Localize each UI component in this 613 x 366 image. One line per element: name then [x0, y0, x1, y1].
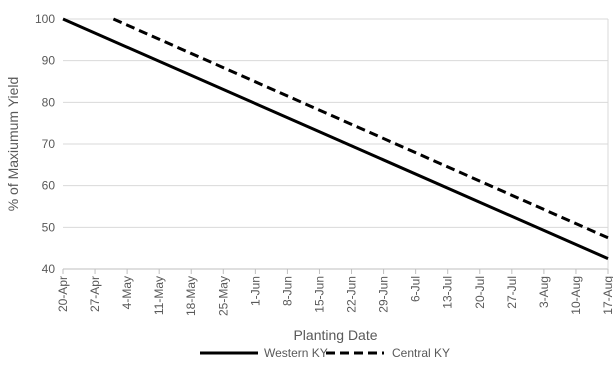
y-tick-label-70: 70	[42, 137, 56, 151]
y-tick-label-60: 60	[42, 179, 56, 193]
y-tick-label-90: 90	[42, 54, 56, 68]
x-tick-label-10-Aug: 10-Aug	[569, 276, 583, 315]
series-line-central-ky	[113, 19, 608, 238]
x-tick-label-22-Jun: 22-Jun	[345, 276, 359, 313]
y-tick-label-40: 40	[42, 262, 56, 276]
x-tick-label-6-Jul: 6-Jul	[409, 276, 423, 302]
x-tick-label-25-May: 25-May	[216, 276, 230, 316]
x-tick-label-17-Aug: 17-Aug	[601, 276, 613, 315]
y-tick-label-50: 50	[42, 220, 56, 234]
x-tick-label-4-May: 4-May	[120, 276, 134, 309]
legend-label-western-ky: Western KY	[264, 346, 328, 360]
x-tick-label-27-Jul: 27-Jul	[505, 276, 519, 309]
x-tick-label-18-May: 18-May	[184, 276, 198, 316]
x-tick-label-20-Jul: 20-Jul	[473, 276, 487, 309]
y-axis-title: % of Maxiumum Yield	[5, 77, 21, 212]
x-tick-label-15-Jun: 15-Jun	[312, 276, 326, 313]
x-tick-label-13-Jul: 13-Jul	[441, 276, 455, 309]
legend-label-central-ky: Central KY	[392, 346, 450, 360]
x-tick-label-27-Apr: 27-Apr	[88, 276, 102, 312]
y-tick-label-80: 80	[42, 95, 56, 109]
series-line-western-ky	[63, 19, 608, 259]
x-tick-label-8-Jun: 8-Jun	[280, 276, 294, 306]
y-tick-label-100: 100	[35, 12, 55, 26]
x-tick-label-1-Jun: 1-Jun	[248, 276, 262, 306]
x-tick-label-29-Jun: 29-Jun	[377, 276, 391, 313]
x-tick-label-20-Apr: 20-Apr	[56, 276, 70, 312]
x-tick-label-11-May: 11-May	[152, 276, 166, 315]
x-tick-label-3-Aug: 3-Aug	[537, 276, 551, 308]
x-axis-title: Planting Date	[293, 327, 377, 343]
